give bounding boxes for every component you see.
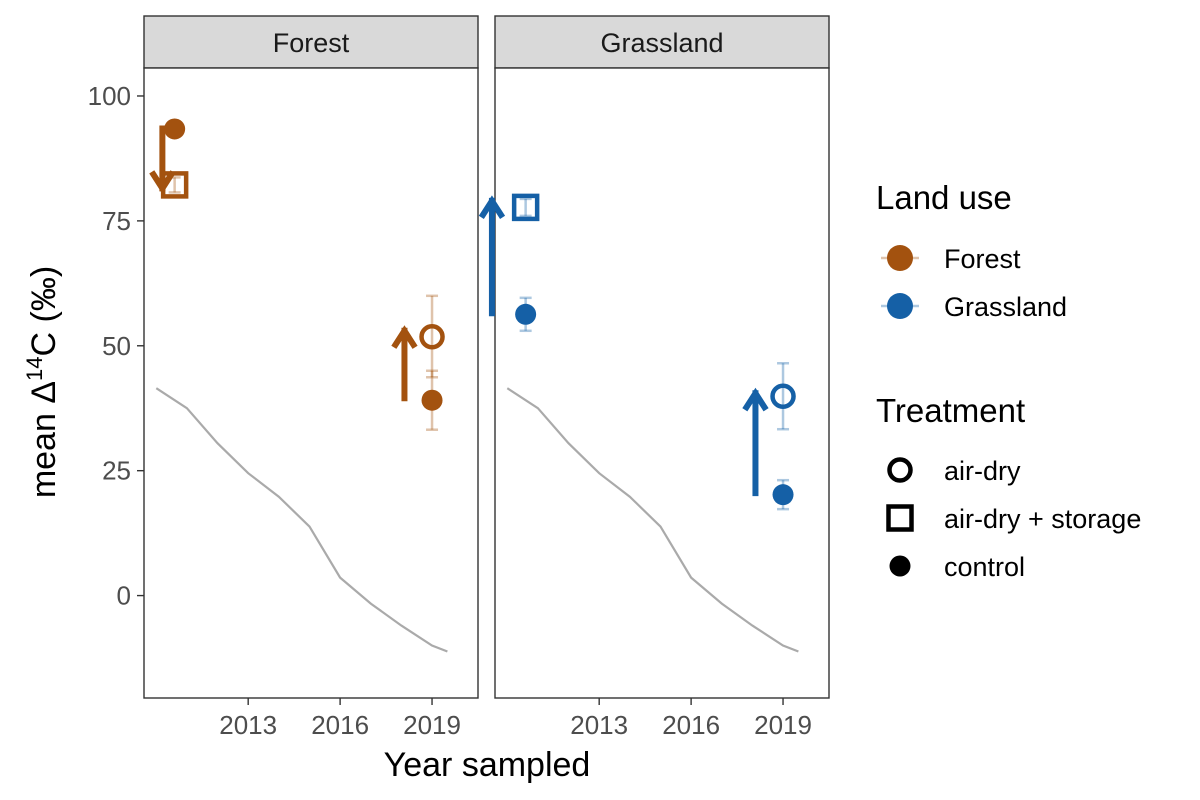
y-tick-label: 50 [102,331,131,361]
data-point-control [164,118,186,140]
reference-line [155,387,448,653]
data-point-air-dry [419,324,445,350]
y-axis-title: mean Δ14C (‰) [22,266,63,498]
change-arrow [478,195,506,317]
change-arrow [391,325,418,402]
x-tick-label: 2019 [403,710,461,740]
arrow-head [478,195,506,220]
error-bar [426,294,439,379]
legend-key-forest [887,245,913,271]
y-tick-label: 100 [88,81,131,111]
legend-label-treatment: air-dry [944,456,1021,486]
legend-key-open-circle [887,457,913,483]
data-point-control [772,484,794,506]
x-tick-label: 2013 [219,710,277,740]
error-bar [777,362,790,431]
x-tick-label: 2013 [570,710,628,740]
x-tick-label: 2016 [662,710,720,740]
legend-key-filled-circle [889,555,911,577]
facet-panel-grassland: Grassland 2013 2016 2019 [478,15,830,740]
x-tick-label: 2016 [311,710,369,740]
data-point-air-dry-storage [160,171,189,199]
legend-label-forest: Forest [944,244,1021,274]
facet-panel-forest: Forest 2013 2016 2019 [143,15,479,740]
legend-label-treatment: air-dry + storage [944,504,1141,534]
facet-strip-label: Forest [273,28,350,58]
data-point-control [515,303,537,325]
facet-panels: Forest 2013 2016 2019 Grassland 2013 2016 2019 [143,15,830,740]
reference-line [506,387,799,653]
legend-title-land-use: Land use [876,179,1012,216]
x-axis-title: Year sampled [384,746,591,784]
facet-strip-label: Grassland [600,28,723,58]
legend-key-grassland [887,293,913,319]
legend: Land use Forest Grassland Treatment air-dry a… [876,179,1141,582]
data-point-air-dry [770,383,796,409]
legend-label-treatment: control [944,552,1025,582]
y-tick-label: 0 [117,581,131,611]
panel-frame [143,67,479,699]
legend-title-treatment: Treatment [876,392,1025,429]
y-tick-label: 25 [102,456,131,486]
facet-strip [143,15,479,69]
x-tick-label: 2019 [754,710,812,740]
panel-frame [494,67,830,699]
facet-strip [494,15,830,69]
y-axis: 0 25 50 75 100 [88,81,144,611]
legend-key-open-square [886,504,914,532]
data-point-air-dry-storage [511,193,540,222]
y-tick-label: 75 [102,206,131,236]
arrow-head [391,325,418,349]
error-bar [519,197,532,218]
legend-label-grassland: Grassland [944,292,1067,322]
data-point-control [421,389,443,411]
change-arrow [742,387,769,497]
arrow-head [742,387,769,412]
